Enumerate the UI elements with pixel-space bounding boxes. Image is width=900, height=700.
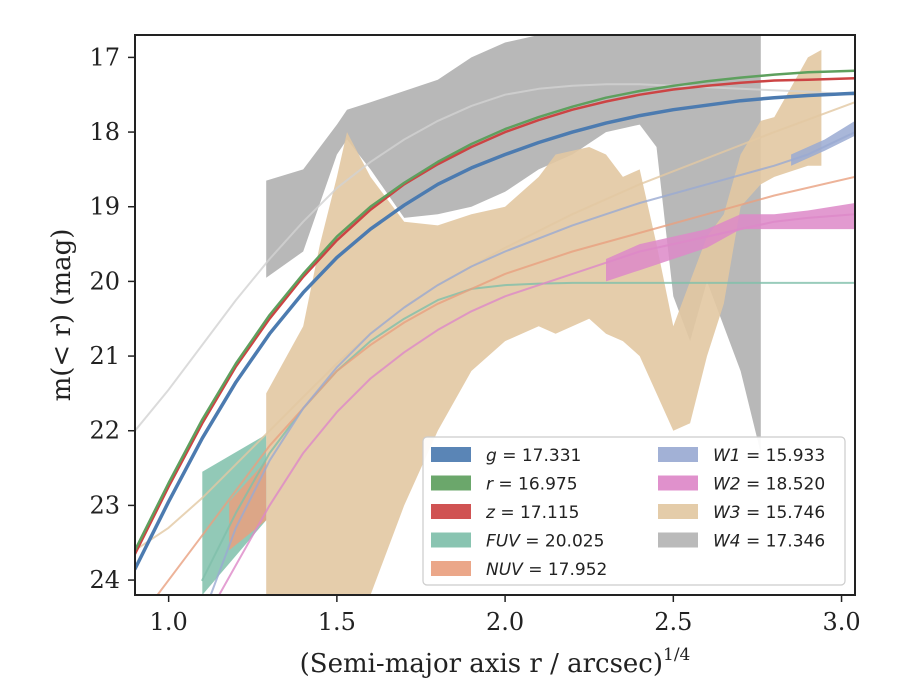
- y-tick-label: 21: [89, 342, 120, 370]
- curve-g: [135, 91, 855, 571]
- y-tick-label: 19: [89, 193, 120, 221]
- legend-label-z: z = 17.115: [485, 503, 579, 523]
- x-tick-label: 2.5: [654, 608, 692, 636]
- curve-z: [135, 77, 855, 556]
- legend-label-g: g = 17.331: [486, 446, 581, 466]
- x-tick-label: 2.0: [486, 608, 524, 636]
- legend-swatch-fuv: [431, 532, 471, 548]
- legend-swatch-g: [431, 447, 471, 462]
- x-axis-ticks: 1.0 1.5 2.0 2.5 3.0: [150, 595, 861, 636]
- x-tick-label: 3.0: [822, 608, 860, 636]
- x-tick-label: 1.5: [318, 608, 356, 636]
- y-tick-label: 18: [89, 118, 120, 146]
- band-w3: [266, 49, 822, 595]
- legend-label-w2: W2 = 18.520: [713, 475, 825, 495]
- y-tick-label: 17: [89, 43, 120, 71]
- x-axis-label: (Semi-major axis r / arcsec)1/4: [300, 645, 691, 679]
- y-tick-label: 22: [89, 417, 120, 445]
- legend-label-w1: W1 = 15.933: [713, 446, 825, 466]
- legend-box: [422, 436, 846, 586]
- curve-w1: [209, 131, 855, 595]
- legend-swatch-r: [431, 475, 471, 491]
- band-w4: [266, 35, 761, 454]
- legend-label-w3: W3 = 15.746: [713, 503, 825, 523]
- y-axis-ticks: 17 18 19 20 21 22 23 24: [89, 43, 135, 594]
- y-axis-label: m(< r) (mag): [47, 229, 77, 402]
- y-tick-label: 20: [89, 267, 120, 295]
- curve-fuv: [201, 281, 855, 582]
- legend-swatch-w3: [658, 504, 698, 519]
- legend-swatch-w2: [658, 475, 698, 491]
- x-tick-label: 1.0: [150, 608, 188, 636]
- band-w2: [606, 203, 855, 282]
- legend: g = 17.331 r = 16.975 z = 17.115 FUV = 20.0…: [422, 436, 846, 586]
- y-tick-label: 23: [89, 491, 120, 519]
- curve-nuv: [156, 175, 855, 595]
- legend-swatch-w4: [658, 532, 698, 548]
- legend-label-w4: W4 = 17.346: [713, 532, 825, 552]
- curve-r: [135, 69, 855, 552]
- legend-swatch-nuv: [431, 561, 471, 576]
- legend-swatch-w1: [658, 447, 698, 462]
- plot-frame: [134, 34, 856, 596]
- legend-label-fuv: FUV = 20.025: [486, 532, 604, 552]
- legend-label-nuv: NUV = 17.952: [486, 560, 607, 580]
- legend-label-r: r = 16.975: [486, 475, 578, 495]
- y-tick-label: 24: [89, 566, 120, 594]
- curve-w4: [135, 83, 855, 432]
- legend-swatch-z: [431, 504, 471, 519]
- curve-w2: [217, 213, 855, 595]
- series-lines: [135, 69, 855, 595]
